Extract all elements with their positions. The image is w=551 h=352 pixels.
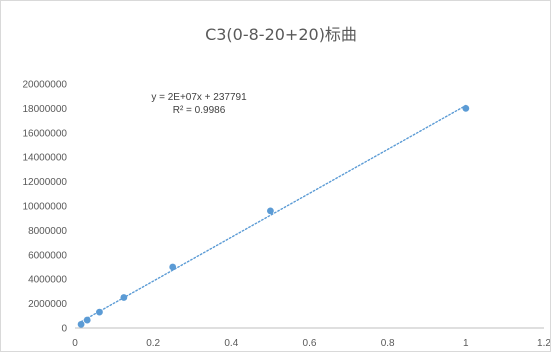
trendline-equation: y = 2E+07x + 237791 <box>151 92 247 103</box>
data-point <box>169 263 177 271</box>
y-tick-label: 16000000 <box>23 128 68 139</box>
x-tick-label: 0.4 <box>224 338 238 349</box>
data-point <box>267 207 274 215</box>
y-tick-label: 18000000 <box>23 104 68 115</box>
chart-title: C3(0-8-20+20)标曲 <box>205 25 357 44</box>
data-point <box>462 105 470 112</box>
y-tick-label: 10000000 <box>23 202 68 213</box>
trendline <box>80 104 467 323</box>
data-point <box>83 316 91 324</box>
y-tick-label: 20000000 <box>23 80 68 91</box>
trendline-r-squared: R² = 0.9986 <box>173 105 226 116</box>
y-tick-label: 14000000 <box>23 153 68 164</box>
x-tick-labels: 0 0.2 0.4 0.6 0.8 1 1.2 <box>72 338 550 349</box>
data-points <box>77 105 470 328</box>
y-tick-label: 8000000 <box>28 226 67 237</box>
y-tick-label: 4000000 <box>28 275 67 286</box>
x-tick-label: 1.2 <box>537 338 550 349</box>
data-point <box>120 294 128 301</box>
y-tick-label: 12000000 <box>23 177 68 188</box>
x-tick-label: 1 <box>463 338 469 349</box>
x-tick-label: 0.2 <box>146 338 160 349</box>
y-tick-labels: 0 2000000 4000000 6000000 8000000 10000000 120… <box>23 80 68 335</box>
data-point <box>96 308 103 316</box>
data-point <box>77 320 85 328</box>
y-tick-label: 2000000 <box>28 299 67 310</box>
x-tick-label: 0 <box>72 338 78 349</box>
x-tick-label: 0.8 <box>381 338 395 349</box>
x-tick-label: 0.6 <box>303 338 317 349</box>
y-tick-label: 0 <box>61 324 67 335</box>
y-tick-label: 6000000 <box>28 250 67 261</box>
